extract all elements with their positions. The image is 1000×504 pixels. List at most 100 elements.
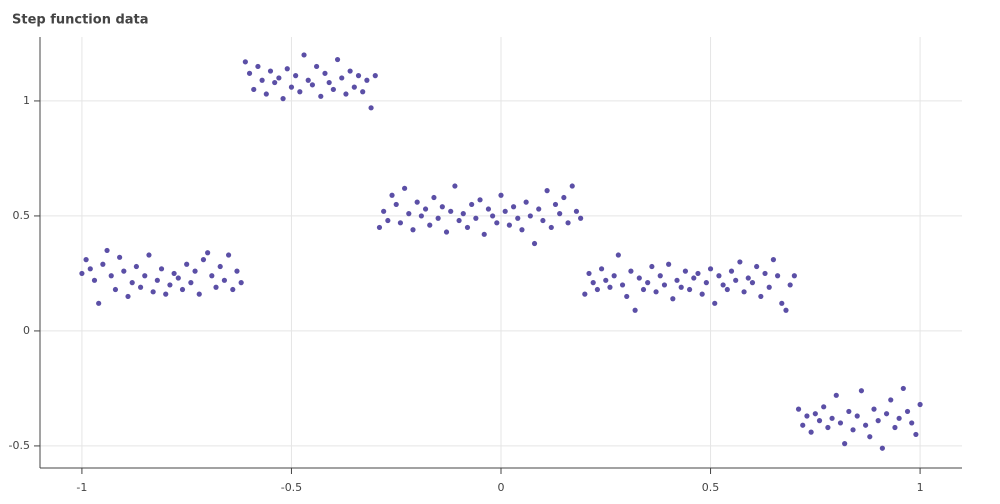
point — [431, 194, 437, 201]
point — [498, 192, 504, 198]
point — [267, 68, 274, 74]
point — [414, 199, 420, 205]
x-tick-label: 0.5 — [702, 481, 720, 494]
point — [812, 411, 818, 417]
point — [737, 259, 743, 265]
point — [259, 77, 265, 83]
point — [381, 208, 387, 214]
point — [821, 404, 827, 410]
point — [154, 277, 160, 283]
point — [121, 268, 127, 274]
point — [221, 277, 227, 283]
point — [615, 252, 621, 258]
point — [775, 273, 781, 279]
point — [402, 185, 408, 191]
point — [477, 197, 483, 203]
point — [196, 291, 202, 297]
point — [720, 282, 726, 288]
point — [670, 296, 676, 302]
point — [829, 415, 835, 421]
point — [372, 73, 378, 79]
point — [385, 217, 391, 224]
point — [330, 86, 336, 93]
point — [707, 266, 714, 272]
point — [854, 413, 860, 419]
point — [163, 291, 169, 297]
point — [276, 75, 282, 81]
point — [515, 215, 521, 221]
point — [875, 418, 881, 424]
point — [816, 418, 823, 424]
point — [850, 427, 856, 433]
point — [255, 63, 261, 70]
point — [376, 224, 383, 231]
point — [657, 273, 663, 279]
point — [628, 268, 634, 274]
point — [661, 282, 668, 288]
point — [758, 293, 764, 300]
point — [406, 211, 412, 217]
y-tick-label: 0.5 — [13, 209, 31, 222]
point — [686, 286, 693, 293]
point — [833, 392, 839, 398]
point — [100, 261, 106, 267]
point — [548, 224, 554, 231]
point — [863, 422, 869, 428]
point — [469, 201, 475, 208]
point — [481, 231, 487, 237]
point — [91, 277, 98, 283]
point — [523, 199, 529, 205]
point — [351, 84, 357, 90]
point — [200, 257, 207, 263]
point — [117, 254, 123, 260]
point — [779, 300, 785, 306]
point — [842, 441, 848, 447]
point — [175, 275, 181, 281]
chart-title: Step function data — [12, 13, 149, 28]
point — [217, 263, 223, 270]
point — [397, 220, 404, 226]
point — [171, 270, 177, 277]
y-tick-label: -0.5 — [9, 439, 30, 452]
point — [598, 266, 605, 272]
point — [448, 208, 454, 214]
point — [682, 268, 689, 274]
point — [364, 77, 370, 83]
point — [724, 286, 730, 293]
point — [578, 215, 584, 221]
point — [485, 206, 492, 212]
point — [158, 266, 165, 272]
point — [167, 282, 173, 288]
point — [297, 89, 303, 95]
x-tick-label: 0 — [498, 481, 505, 494]
point — [192, 268, 198, 274]
point — [867, 434, 873, 440]
point — [87, 266, 93, 272]
point — [879, 445, 885, 451]
point — [334, 56, 341, 63]
point — [305, 77, 311, 83]
point — [318, 93, 324, 99]
point — [783, 307, 789, 313]
y-tick-label: 0 — [23, 324, 30, 337]
point — [205, 250, 211, 256]
point — [800, 422, 806, 428]
point — [888, 397, 894, 403]
point — [439, 204, 445, 210]
point — [83, 257, 89, 263]
point — [322, 70, 328, 76]
point — [301, 52, 307, 58]
point — [770, 257, 777, 263]
point — [649, 263, 655, 270]
point — [603, 277, 609, 283]
point — [137, 284, 144, 290]
point — [645, 280, 651, 286]
point — [917, 401, 923, 408]
point — [242, 59, 248, 65]
point — [234, 268, 240, 274]
point — [238, 280, 244, 286]
point — [506, 222, 512, 228]
x-tick-label: -0.5 — [281, 481, 302, 494]
point — [284, 66, 290, 72]
